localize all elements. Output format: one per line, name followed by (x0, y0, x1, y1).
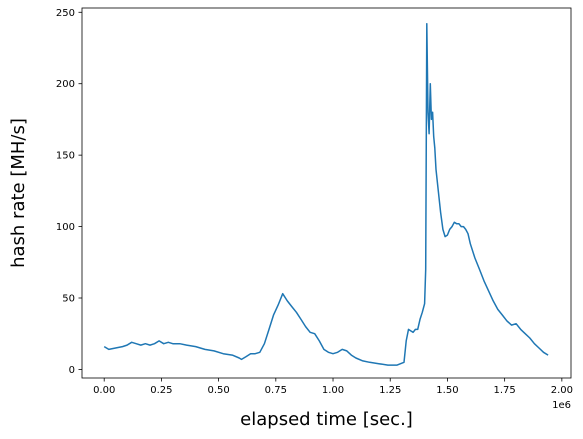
x-axis: 0.00 0.25 0.50 0.75 1.00 1.25 1.50 1.75 2.00 (93, 378, 573, 396)
x-tick-label: 1.50 (436, 385, 458, 396)
x-tick-label: 1.25 (379, 385, 401, 396)
plot-area (103, 22, 549, 366)
plot-frame (81, 7, 572, 379)
y-tick-label: 150 (56, 151, 75, 162)
y-axis-title: hash rate [MH/s] (8, 118, 29, 268)
x-axis-offset-label: 1e6 (552, 400, 571, 411)
x-tick-label: 2.00 (551, 385, 573, 396)
y-tick-label: 50 (62, 294, 75, 305)
x-tick-label: 0.50 (207, 385, 229, 396)
x-axis-title: elapsed time [sec.] (240, 409, 413, 430)
y-tick-label: 250 (56, 8, 75, 19)
y-tick-label: 200 (56, 79, 75, 90)
x-tick-label: 0.00 (93, 385, 115, 396)
y-axis: 0 50 100 150 200 250 (56, 8, 82, 376)
hash-rate-line (103, 22, 549, 366)
x-tick-label: 1.75 (494, 385, 516, 396)
y-tick-label: 100 (56, 222, 75, 233)
y-tick-label: 0 (69, 365, 75, 376)
x-tick-label: 1.00 (322, 385, 344, 396)
x-tick-label: 0.75 (265, 385, 287, 396)
x-tick-label: 0.25 (150, 385, 172, 396)
